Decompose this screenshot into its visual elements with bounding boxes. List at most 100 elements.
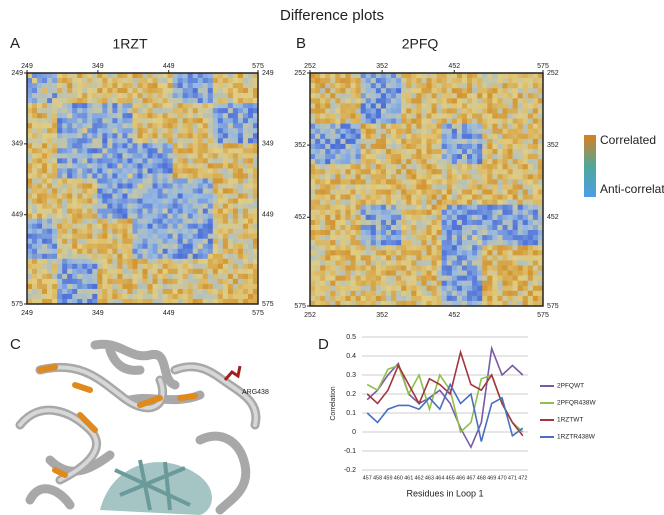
heatmap-cell [172, 123, 178, 129]
heatmap-cell [482, 123, 488, 130]
heatmap-cell [87, 263, 93, 270]
heatmap-cell [406, 285, 412, 292]
heatmap-cell [355, 230, 361, 236]
heatmap-cell [147, 168, 153, 174]
heatmap-cell [406, 143, 412, 150]
heatmap-cell [451, 184, 458, 190]
heatmap-cell [142, 268, 148, 275]
heatmap-cell [132, 103, 138, 109]
heatmap-cell [172, 133, 178, 139]
heatmap-cell [517, 108, 524, 114]
heatmap-cell [117, 178, 123, 184]
heatmap-cell [47, 203, 53, 209]
heatmap-cell [527, 199, 534, 205]
heatmap-cell [177, 223, 183, 229]
heatmap-cell [330, 214, 336, 221]
heatmap-cell [456, 295, 463, 302]
tick-label: 575 [11, 301, 23, 308]
heatmap-cell [502, 128, 508, 135]
heatmap-cell [446, 245, 453, 251]
heatmap-cell [77, 153, 83, 159]
heatmap-cell [436, 245, 442, 251]
heatmap-cell [197, 263, 204, 270]
heatmap-cell [97, 203, 103, 209]
heatmap-cell [401, 224, 407, 231]
heatmap-cell [532, 93, 539, 99]
heatmap-cell [436, 154, 442, 160]
heatmap-cell [247, 98, 254, 104]
heatmap-cell [497, 295, 503, 302]
heatmap-cell [57, 133, 63, 139]
heatmap-cell [187, 163, 194, 169]
heatmap-cell [512, 159, 518, 165]
heatmap-cell [472, 194, 478, 200]
heatmap-cell [217, 283, 224, 290]
heatmap-cell [197, 188, 204, 194]
heatmap-cell [517, 235, 524, 241]
heatmap-cell [436, 118, 442, 124]
heatmap-cell [401, 290, 407, 297]
heatmap-cell [315, 108, 321, 114]
heatmap-cell [152, 273, 158, 280]
heatmap-cell [472, 290, 478, 297]
heatmap-cell [222, 88, 229, 94]
heatmap-cell [197, 283, 204, 290]
heatmap-cell [52, 283, 58, 290]
heatmap-cell [102, 203, 108, 209]
heatmap-cell [42, 78, 48, 84]
heatmap-cell [152, 103, 158, 109]
heatmap-cell [385, 224, 392, 231]
heatmap-cell [232, 288, 239, 295]
heatmap-cell [492, 285, 498, 292]
heatmap-cell [451, 260, 458, 266]
heatmap-cell [507, 78, 513, 84]
heatmap-cell [340, 245, 346, 251]
heatmap-cell [451, 164, 458, 170]
heatmap-cell [82, 293, 88, 300]
heatmap-cell [137, 108, 143, 114]
heatmap-cell [217, 203, 224, 209]
heatmap-cell [172, 93, 178, 99]
heatmap-cell [522, 103, 529, 109]
heatmap-cell [467, 240, 473, 246]
heatmap-cell [522, 179, 529, 185]
heatmap-cell [325, 159, 331, 165]
heatmap-cell [132, 98, 138, 104]
heatmap-cell [142, 278, 148, 285]
heatmap-cell [370, 285, 377, 292]
heatmap-cell [237, 253, 244, 260]
heatmap-cell [77, 288, 83, 295]
heatmap-cell [62, 143, 68, 149]
heatmap-cell [142, 223, 148, 229]
heatmap-cell [82, 123, 88, 129]
heatmap-cell [517, 209, 524, 216]
heatmap-cell [380, 108, 387, 114]
heatmap-cell [252, 218, 259, 224]
heatmap-cell [416, 240, 422, 246]
heatmap-cell [182, 238, 188, 245]
heatmap-cell [310, 285, 316, 292]
tick-label: 575 [537, 63, 549, 70]
heatmap-cell [252, 93, 259, 99]
heatmap-cell [325, 108, 331, 114]
heatmap-cell [172, 178, 178, 184]
heatmap-cell [330, 128, 336, 135]
heatmap-cell [375, 230, 382, 236]
heatmap-cell [102, 208, 108, 214]
heatmap-cell [42, 138, 48, 144]
heatmap-cell [32, 88, 38, 94]
heatmap-cell [72, 243, 78, 250]
heatmap-cell [67, 248, 73, 255]
heatmap-cell [467, 143, 473, 150]
heatmap-cell [441, 285, 448, 292]
heatmap-cell [242, 183, 249, 189]
heatmap-cell [335, 138, 341, 145]
heatmap-cell [202, 218, 209, 224]
heatmap-cell [252, 83, 259, 89]
heatmap-cell [202, 288, 209, 295]
heatmap-cell [461, 209, 468, 216]
heatmap-cell [147, 233, 153, 240]
heatmap-cell [522, 138, 529, 145]
heatmap-cell [517, 189, 524, 195]
heatmap-cell [27, 118, 33, 124]
